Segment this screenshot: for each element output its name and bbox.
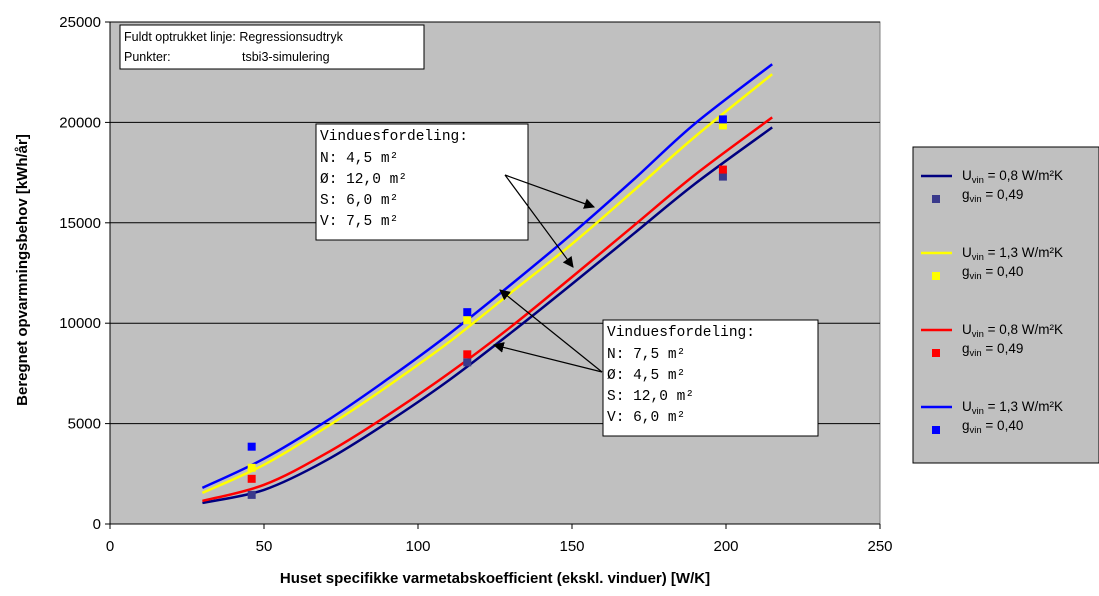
legend-g-subscript: vin: [970, 425, 982, 436]
legend-label-g-3: gvin = 0,49: [962, 341, 1023, 359]
series-line-2: [201, 73, 773, 495]
series-3-point: [463, 350, 472, 359]
x-tick-label: 100: [405, 538, 430, 555]
series-1-point: [247, 490, 256, 499]
legend-box: [912, 146, 1099, 464]
legend-g-subscript: vin: [970, 348, 982, 359]
plot-area: [109, 21, 881, 525]
legend-label-g-2: gvin = 0,40: [962, 264, 1023, 282]
y-tick-label: 0: [93, 516, 101, 533]
legend-u-symbol: U: [962, 322, 972, 337]
note-line2-value: tsbi3-simulering: [242, 50, 330, 64]
series-line-1: [202, 126, 773, 505]
legend-g-value: = 0,49: [982, 341, 1024, 356]
legend-g-symbol: g: [962, 187, 970, 202]
legend-g-symbol: g: [962, 341, 970, 356]
annotation-top-title: Vinduesfordeling:: [320, 129, 468, 145]
y-tick-label: 15000: [59, 215, 101, 232]
note-line1: Fuldt optrukket linje: Regressionsudtryk: [124, 30, 344, 44]
legend-u-symbol: U: [962, 399, 972, 414]
legend-label-g-4: gvin = 0,40: [962, 418, 1023, 436]
series-1-point: [463, 358, 472, 367]
series-line-4: [201, 63, 773, 489]
annotation-top-row: S: 6,0 m²: [320, 193, 398, 209]
annotation-bottom-row: V: 6,0 m²: [607, 410, 685, 426]
series-3-point: [247, 474, 256, 483]
annotation-top-row: Ø: 12,0 m²: [320, 172, 407, 188]
legend-g-value: = 0,40: [982, 418, 1024, 433]
legend-g-subscript: vin: [970, 194, 982, 205]
legend-label-u-2: Uvin = 1,3 W/m²K: [962, 245, 1063, 263]
annotation-arrow: [492, 342, 603, 373]
legend-u-value: = 1,3 W/m²K: [984, 399, 1063, 414]
y-tick-label: 20000: [59, 114, 101, 131]
x-tick-label: 50: [256, 538, 273, 555]
legend-swatch-marker-3: [932, 349, 940, 357]
series-2-point: [463, 316, 472, 325]
annotation-arrow: [499, 289, 603, 373]
note-line2-label: Punkter:: [124, 50, 171, 64]
annotation-bottom-title: Vinduesfordeling:: [607, 325, 755, 341]
legend-label-u-1: Uvin = 0,8 W/m²K: [962, 168, 1063, 186]
legend-u-subscript: vin: [972, 406, 984, 417]
series-2-point: [247, 463, 256, 472]
legend-swatch-marker-4: [932, 426, 940, 434]
y-axis-title: Beregnet opvarmningsbehov [kWh/år]: [14, 134, 31, 406]
legend-u-subscript: vin: [972, 329, 984, 340]
x-tick-label: 200: [713, 538, 738, 555]
legend-u-value: = 0,8 W/m²K: [984, 322, 1063, 337]
x-tick-label: 150: [559, 538, 584, 555]
series-3-point: [718, 165, 727, 174]
annotation-bottom-box: [602, 319, 819, 437]
annotation-bottom-row: Ø: 4,5 m²: [607, 368, 685, 384]
annotation-bottom-row: S: 12,0 m²: [607, 389, 694, 405]
y-tick-label: 10000: [59, 315, 101, 332]
series-1-point: [718, 172, 727, 181]
legend-label-u-3: Uvin = 0,8 W/m²K: [962, 322, 1063, 340]
annotation-arrow: [504, 174, 574, 268]
series-line-3: [202, 116, 773, 503]
series-2-point: [718, 121, 727, 130]
legend-swatch-marker-1: [932, 195, 940, 203]
x-tick-label: 250: [867, 538, 892, 555]
legend-u-subscript: vin: [972, 252, 984, 263]
x-axis-title: Huset specifikke varmetabskoefficient (e…: [280, 570, 710, 587]
legend-g-subscript: vin: [970, 271, 982, 282]
legend-swatch-marker-2: [932, 272, 940, 280]
legend-u-value: = 1,3 W/m²K: [984, 245, 1063, 260]
legend-g-value: = 0,49: [982, 187, 1024, 202]
series-4-point: [247, 442, 256, 451]
note-box: [119, 24, 425, 70]
series-4-point: [718, 115, 727, 124]
annotation-top-row: N: 4,5 m²: [320, 151, 398, 167]
annotation-top-row: V: 7,5 m²: [320, 214, 398, 230]
legend-u-symbol: U: [962, 168, 972, 183]
y-tick-label: 25000: [59, 14, 101, 31]
legend-u-value: = 0,8 W/m²K: [984, 168, 1063, 183]
legend-u-symbol: U: [962, 245, 972, 260]
annotation-top-box: [315, 123, 529, 241]
legend-g-symbol: g: [962, 264, 970, 279]
legend-g-value: = 0,40: [982, 264, 1024, 279]
x-tick-label: 0: [106, 538, 114, 555]
series-4-point: [463, 308, 472, 317]
y-tick-label: 5000: [68, 416, 101, 433]
annotation-arrow: [504, 174, 596, 209]
legend-g-symbol: g: [962, 418, 970, 433]
legend-u-subscript: vin: [972, 175, 984, 186]
annotation-bottom-row: N: 7,5 m²: [607, 347, 685, 363]
legend-label-g-1: gvin = 0,49: [962, 187, 1023, 205]
legend-label-u-4: Uvin = 1,3 W/m²K: [962, 399, 1063, 417]
